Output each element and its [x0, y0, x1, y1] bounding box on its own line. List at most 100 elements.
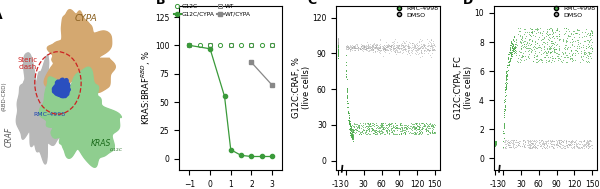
Point: [404, 46, 414, 49]
Point: [541, 53, 551, 56]
Point: [361, 124, 370, 127]
Point: [569, 141, 578, 144]
Point: [507, 139, 517, 142]
Point: [376, 46, 385, 50]
Point: [583, 54, 592, 57]
Point: [418, 127, 427, 130]
Point: [334, 54, 343, 57]
Point: [520, 27, 530, 30]
Point: [391, 132, 400, 135]
Point: [362, 46, 371, 49]
Point: [380, 47, 389, 50]
Point: [511, 42, 521, 45]
Point: [397, 124, 407, 127]
Point: [424, 41, 433, 44]
Point: [422, 125, 431, 128]
Point: [341, 45, 351, 48]
Point: [361, 47, 370, 50]
Point: [546, 41, 556, 44]
Point: [505, 142, 514, 145]
Point: [369, 43, 379, 46]
Point: [419, 45, 429, 48]
Point: [380, 45, 389, 48]
Point: [376, 44, 385, 47]
Point: [531, 145, 541, 148]
Point: [408, 41, 418, 44]
Point: [352, 46, 362, 49]
Point: [405, 54, 415, 57]
Point: [535, 30, 544, 33]
Point: [544, 27, 554, 30]
Point: [347, 127, 357, 130]
Point: [361, 125, 371, 128]
Point: [374, 129, 384, 132]
Point: [395, 44, 404, 47]
Point: [364, 44, 374, 47]
Point: [347, 134, 357, 137]
Point: [510, 46, 520, 49]
Point: [424, 123, 433, 126]
Point: [565, 41, 575, 44]
Point: [421, 122, 430, 125]
Point: [377, 132, 386, 135]
Point: [573, 28, 583, 31]
Point: [524, 48, 534, 51]
Point: [416, 42, 426, 45]
Point: [549, 51, 559, 54]
Point: [334, 48, 343, 51]
Point: [532, 140, 542, 143]
Point: [343, 47, 353, 50]
Point: [343, 101, 352, 104]
Point: [403, 50, 413, 53]
Point: [526, 35, 536, 38]
Point: [361, 48, 370, 51]
Point: [569, 142, 578, 145]
Point: [425, 40, 434, 43]
Point: [383, 122, 392, 125]
Point: [544, 44, 554, 47]
Point: [560, 32, 570, 35]
Point: [519, 59, 529, 62]
Point: [578, 58, 588, 61]
Point: [345, 122, 355, 125]
Point: [398, 129, 408, 132]
Point: [564, 143, 574, 146]
Point: [541, 58, 551, 61]
Point: [535, 45, 544, 48]
Point: [399, 130, 409, 133]
Point: [344, 112, 353, 115]
Point: [500, 143, 510, 146]
Point: [587, 146, 596, 149]
Point: [397, 46, 406, 49]
Point: [542, 50, 551, 53]
Point: [562, 143, 572, 146]
Point: [513, 56, 523, 59]
Point: [562, 40, 572, 43]
Point: [374, 125, 384, 129]
Point: [491, 143, 500, 146]
Point: [418, 43, 428, 46]
Point: [425, 46, 434, 49]
Point: [430, 130, 440, 133]
Point: [547, 50, 556, 53]
Point: [503, 57, 512, 60]
Point: [543, 55, 553, 58]
Point: [399, 127, 409, 130]
Point: [364, 127, 374, 130]
Point: [491, 142, 500, 145]
Point: [334, 52, 343, 55]
Point: [553, 139, 562, 142]
Point: [546, 50, 556, 53]
Point: [428, 128, 438, 131]
Point: [578, 145, 587, 148]
Point: [529, 145, 539, 148]
Point: [351, 122, 361, 125]
Point: [506, 57, 516, 60]
Point: [425, 122, 434, 125]
Point: [569, 35, 579, 38]
Point: [388, 129, 398, 132]
Point: [371, 122, 381, 125]
Point: [425, 49, 434, 52]
Point: [430, 122, 439, 125]
Point: [560, 139, 569, 142]
